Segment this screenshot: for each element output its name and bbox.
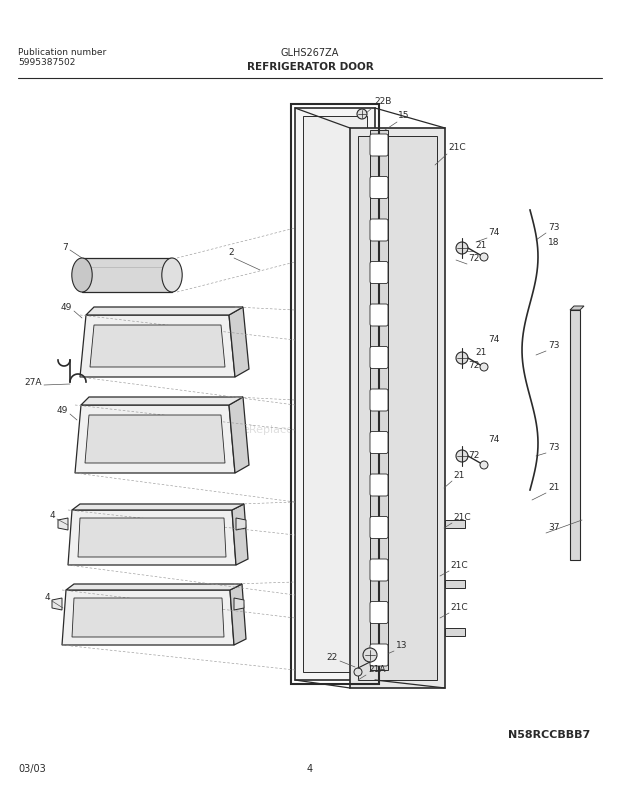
Text: 74: 74 — [488, 335, 499, 344]
Text: GLHS267ZA: GLHS267ZA — [281, 48, 339, 58]
Text: 21C: 21C — [448, 143, 466, 152]
FancyBboxPatch shape — [370, 304, 388, 326]
Bar — [350, 128, 445, 688]
Bar — [291, 104, 379, 684]
Polygon shape — [234, 598, 244, 610]
Text: 49: 49 — [61, 303, 72, 312]
Text: REFRIGERATOR DOOR: REFRIGERATOR DOOR — [247, 62, 373, 72]
Text: 22: 22 — [327, 653, 338, 662]
Text: 73: 73 — [548, 443, 559, 452]
FancyBboxPatch shape — [370, 389, 388, 411]
Text: 73: 73 — [548, 223, 559, 232]
FancyBboxPatch shape — [370, 644, 388, 666]
Polygon shape — [229, 397, 249, 473]
Polygon shape — [80, 315, 235, 377]
Circle shape — [456, 352, 468, 364]
Text: N58RCCBBB7: N58RCCBBB7 — [508, 730, 590, 740]
Polygon shape — [81, 397, 243, 405]
Polygon shape — [58, 518, 68, 530]
FancyBboxPatch shape — [370, 559, 388, 581]
Text: 4: 4 — [50, 511, 55, 520]
Polygon shape — [72, 598, 224, 637]
Circle shape — [354, 668, 362, 676]
Text: 4: 4 — [307, 764, 313, 774]
Text: 72: 72 — [468, 451, 479, 460]
FancyBboxPatch shape — [370, 219, 388, 241]
Polygon shape — [85, 415, 225, 463]
Text: 21: 21 — [453, 471, 464, 480]
FancyBboxPatch shape — [370, 261, 388, 283]
Polygon shape — [66, 584, 242, 590]
Polygon shape — [229, 307, 249, 377]
Circle shape — [480, 461, 488, 469]
Text: eReplacementParts.com: eReplacementParts.com — [242, 425, 378, 435]
FancyBboxPatch shape — [370, 474, 388, 496]
Text: 37: 37 — [548, 523, 559, 532]
Text: 72: 72 — [468, 254, 479, 263]
Text: 15: 15 — [398, 111, 409, 120]
Polygon shape — [570, 306, 584, 310]
Text: 21: 21 — [548, 483, 559, 492]
Text: 21: 21 — [475, 241, 486, 250]
Text: 2: 2 — [228, 248, 234, 257]
Bar — [82, 258, 172, 292]
Polygon shape — [90, 325, 225, 367]
Text: 73: 73 — [548, 341, 559, 350]
Text: Publication number: Publication number — [18, 48, 106, 57]
Polygon shape — [72, 504, 244, 510]
Text: 21C: 21C — [450, 561, 467, 570]
Bar — [570, 310, 580, 560]
Polygon shape — [230, 584, 246, 645]
Text: 21: 21 — [475, 348, 486, 357]
FancyBboxPatch shape — [370, 602, 388, 623]
Circle shape — [357, 109, 367, 119]
Bar — [445, 580, 465, 588]
Text: 18: 18 — [548, 238, 559, 247]
Bar — [358, 136, 437, 680]
Bar — [445, 628, 465, 636]
FancyBboxPatch shape — [370, 431, 388, 453]
Text: 21C: 21C — [453, 513, 471, 522]
Text: 22B: 22B — [374, 97, 391, 106]
Polygon shape — [86, 307, 243, 315]
Polygon shape — [68, 510, 236, 565]
Text: 74: 74 — [488, 228, 499, 237]
Circle shape — [456, 242, 468, 254]
Polygon shape — [52, 598, 62, 610]
Circle shape — [456, 450, 468, 462]
Text: 49: 49 — [56, 406, 68, 415]
Text: 13: 13 — [396, 641, 407, 650]
Circle shape — [363, 648, 377, 662]
Polygon shape — [232, 504, 248, 565]
Circle shape — [480, 363, 488, 371]
Polygon shape — [236, 518, 246, 530]
Bar — [295, 108, 375, 680]
Bar — [445, 520, 465, 528]
Bar — [303, 116, 367, 672]
FancyBboxPatch shape — [370, 134, 388, 156]
Text: 4: 4 — [45, 593, 50, 602]
Text: 03/03: 03/03 — [18, 764, 46, 774]
Polygon shape — [75, 405, 235, 473]
Bar — [370, 130, 388, 670]
Text: 74: 74 — [488, 435, 499, 444]
Text: 21C: 21C — [450, 603, 467, 612]
Polygon shape — [78, 518, 226, 557]
Text: 27A: 27A — [25, 378, 42, 387]
FancyBboxPatch shape — [370, 346, 388, 368]
FancyBboxPatch shape — [370, 517, 388, 538]
Polygon shape — [62, 590, 234, 645]
Text: 5995387502: 5995387502 — [18, 58, 76, 67]
Text: 7: 7 — [62, 243, 68, 252]
Ellipse shape — [162, 258, 182, 292]
Text: 72: 72 — [468, 361, 479, 370]
Text: 21A: 21A — [368, 665, 386, 674]
Circle shape — [480, 253, 488, 261]
FancyBboxPatch shape — [370, 176, 388, 198]
Ellipse shape — [72, 258, 92, 292]
